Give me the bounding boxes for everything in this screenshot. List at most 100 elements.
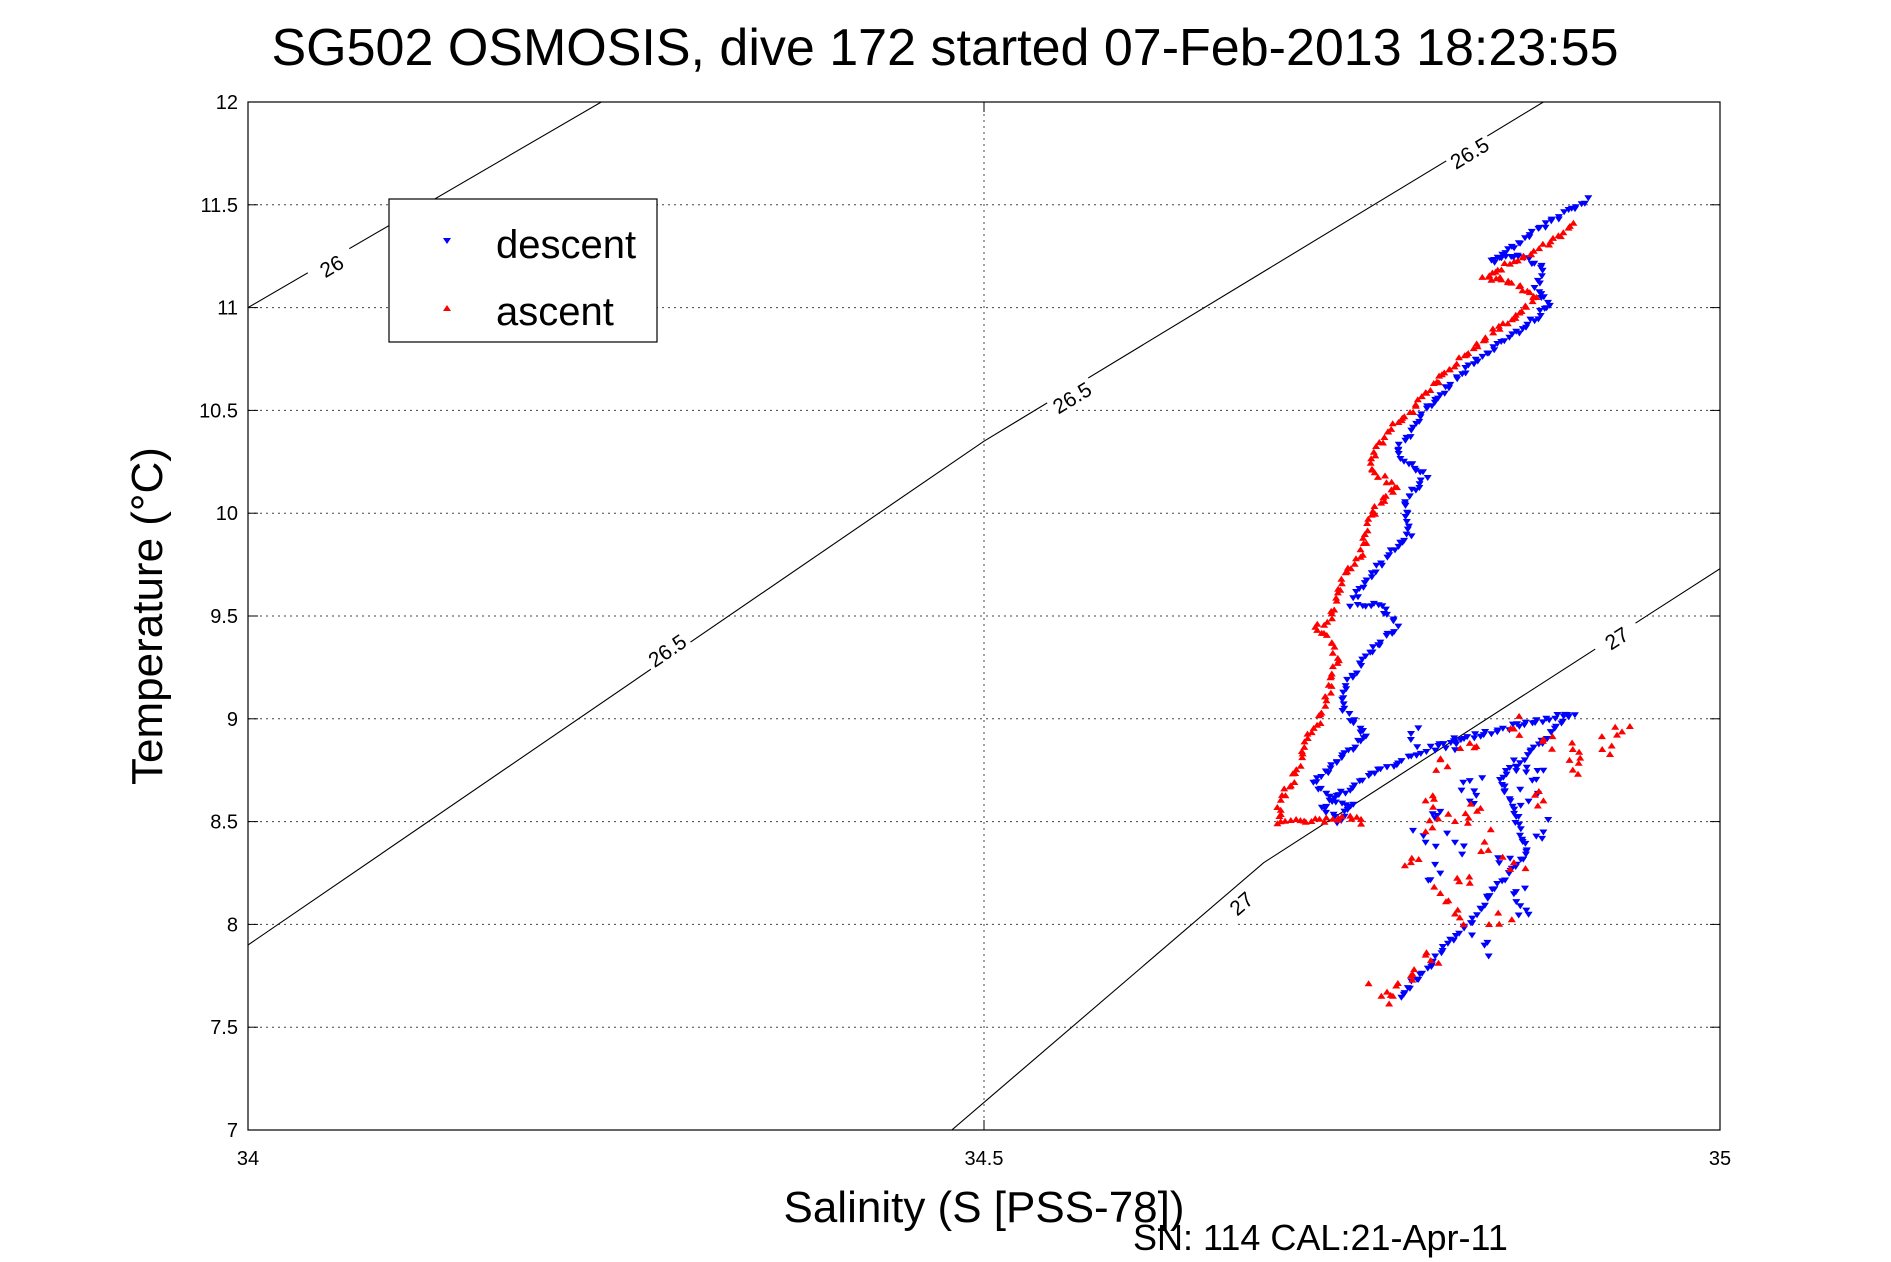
descent-point xyxy=(1446,381,1455,388)
ascent-point xyxy=(1273,804,1282,810)
ascent-point xyxy=(1321,693,1329,700)
y-tick-label: 10.5 xyxy=(199,400,238,422)
ascent-point xyxy=(1451,910,1459,917)
ascent-point xyxy=(1320,621,1329,628)
descent-point xyxy=(1497,339,1506,345)
y-tick-label: 7 xyxy=(227,1120,238,1142)
descent-point xyxy=(1361,603,1370,610)
descent-point xyxy=(1407,427,1416,434)
descent-point xyxy=(1451,747,1459,754)
ascent-point xyxy=(1548,733,1557,740)
descent-point xyxy=(1493,341,1502,347)
ascent-point xyxy=(1394,419,1403,425)
descent-point xyxy=(1352,589,1361,595)
ascent-point xyxy=(1341,569,1350,576)
ascent-point xyxy=(1429,803,1438,810)
ascent-point xyxy=(1538,737,1547,744)
descent-point xyxy=(1337,755,1346,761)
ascent-point xyxy=(1356,546,1365,553)
ascent-point xyxy=(1534,788,1543,794)
descent-point xyxy=(1450,735,1459,742)
ascent-point xyxy=(1408,970,1417,977)
ascent-point xyxy=(1521,865,1530,872)
descent-point xyxy=(1524,798,1533,805)
descent-point xyxy=(1520,757,1529,764)
descent-point xyxy=(1344,747,1353,754)
descent-point xyxy=(1506,798,1515,805)
descent-point xyxy=(1426,877,1435,884)
descent-point xyxy=(1510,806,1519,813)
ascent-point xyxy=(1320,818,1329,825)
ascent-point xyxy=(1313,721,1322,728)
descent-point xyxy=(1431,843,1440,850)
ascent-point xyxy=(1366,459,1375,466)
descent-point xyxy=(1394,760,1403,767)
ascent-point xyxy=(1300,743,1309,750)
descent-point xyxy=(1394,623,1403,630)
descent-point xyxy=(1477,906,1486,913)
ascent-point xyxy=(1285,783,1294,790)
footer-serial-cal: SN: 114 CAL:21-Apr-11 xyxy=(1133,1217,1508,1258)
descent-point xyxy=(1438,944,1447,950)
ascent-point xyxy=(1478,273,1487,280)
descent-point xyxy=(1413,744,1422,751)
descent-point xyxy=(1443,940,1452,947)
descent-point xyxy=(1514,912,1523,919)
descent-point xyxy=(1401,437,1410,444)
ascent-point xyxy=(1343,564,1352,571)
descent-point xyxy=(1493,881,1502,887)
ascent-point xyxy=(1367,511,1376,518)
descent-point xyxy=(1428,811,1437,818)
descent-point xyxy=(1415,481,1424,488)
ascent-point xyxy=(1521,302,1530,309)
ascent-point xyxy=(1333,589,1342,596)
descent-point xyxy=(1331,799,1340,806)
descent-point xyxy=(1433,812,1442,819)
ascent-point xyxy=(1384,428,1393,435)
descent-point xyxy=(1533,768,1542,774)
descent-point xyxy=(1367,574,1376,581)
contour-label-bg xyxy=(1443,131,1496,176)
ascent-point xyxy=(1337,813,1346,820)
ascent-point xyxy=(1511,311,1520,318)
ascent-point xyxy=(1323,618,1332,625)
axes-layer: 34 34.5 35 7 7.5 8 8.5 9 9.5 10 10.5 11 11.5 12 xyxy=(199,92,1731,1170)
descent-point xyxy=(1370,770,1379,777)
ascent-point xyxy=(1507,916,1516,923)
descent-point xyxy=(1451,839,1459,846)
descent-point xyxy=(1465,778,1474,785)
descent-point xyxy=(1459,779,1468,786)
ascent-point xyxy=(1380,434,1389,440)
descent-point xyxy=(1426,743,1435,750)
ascent-point xyxy=(1429,380,1438,386)
ascent-point xyxy=(1327,670,1336,677)
ascent-point xyxy=(1607,742,1616,749)
ascent-point xyxy=(1506,725,1515,732)
ascent-point xyxy=(1495,920,1504,927)
x-tick-label: 34 xyxy=(237,1148,259,1170)
ascent-point xyxy=(1469,345,1478,352)
descent-point xyxy=(1509,757,1518,764)
descent-point xyxy=(1516,786,1525,793)
descent-point xyxy=(1560,209,1569,216)
ascent-point xyxy=(1307,729,1316,736)
ascent-point xyxy=(1375,439,1384,445)
ascent-point xyxy=(1370,469,1379,476)
descent-point xyxy=(1502,771,1511,778)
descent-point xyxy=(1547,729,1556,736)
ascent-point xyxy=(1414,856,1423,862)
descent-point xyxy=(1402,531,1411,538)
descent-point xyxy=(1471,356,1480,363)
ascent-point xyxy=(1328,615,1336,622)
ascent-point xyxy=(1509,859,1518,866)
descent-point xyxy=(1483,895,1492,902)
descent-point xyxy=(1471,731,1480,738)
descent-point xyxy=(1526,316,1535,323)
descent-point xyxy=(1436,392,1445,399)
ascent-point xyxy=(1538,240,1547,247)
ascent-point xyxy=(1525,289,1534,296)
ascent-point xyxy=(1315,815,1324,822)
legend-descent-marker xyxy=(443,238,451,244)
ascent-point xyxy=(1421,389,1430,396)
